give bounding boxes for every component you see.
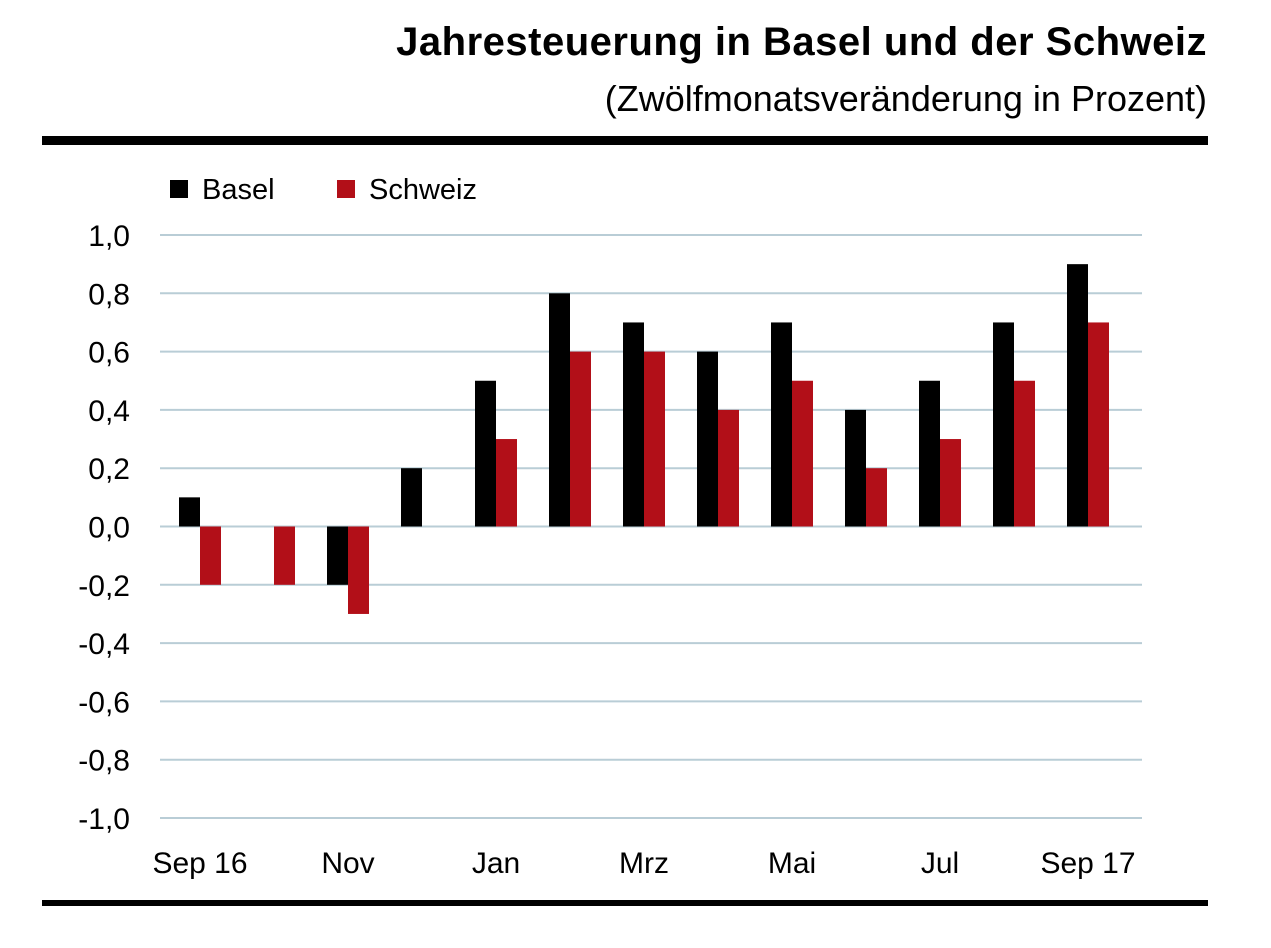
x-tick-label: Jan: [472, 847, 520, 880]
x-tick-label: Sep 16: [152, 847, 247, 880]
x-axis-ticks: Sep 16 Nov Jan Mrz Mai Jul Sep 17: [152, 847, 1135, 880]
y-axis-ticks: 1,0 0,8 0,6 0,4 0,2 0,0 -0,2 -0,4 -0,6 -0,8 -1,0: [78, 220, 130, 836]
bar-schweiz-5: [570, 351, 591, 527]
y-tick-label: 0,4: [88, 395, 130, 428]
bar-schweiz-2: [348, 526, 369, 614]
bar-basel-3: [401, 468, 422, 527]
bar-basel-2: [327, 526, 348, 585]
bottom-rule: [42, 900, 1208, 906]
bar-basel-11: [993, 322, 1014, 527]
y-tick-label: -0,2: [78, 570, 130, 603]
y-tick-label: -1,0: [78, 803, 130, 836]
chart-title: Jahresteuerung in Basel und der Schweiz: [396, 20, 1207, 64]
y-tick-label: 0,8: [88, 278, 130, 311]
bar-basel-12: [1067, 264, 1088, 527]
bar-schweiz-8: [792, 380, 813, 527]
y-tick-label: -0,8: [78, 745, 130, 778]
bar-basel-6: [623, 322, 644, 527]
legend-label-schweiz: Schweiz: [369, 174, 477, 206]
bar-schweiz-6: [644, 351, 665, 527]
y-tick-label: 0,2: [88, 453, 130, 486]
bars: [179, 264, 1109, 614]
bar-basel-5: [549, 293, 570, 527]
bar-schweiz-0: [200, 526, 221, 585]
bar-schweiz-1: [274, 526, 295, 585]
bar-schweiz-9: [866, 468, 887, 527]
x-tick-label: Mrz: [619, 847, 669, 880]
x-tick-label: Nov: [321, 847, 374, 880]
y-tick-label: 1,0: [88, 220, 130, 253]
bar-basel-10: [919, 380, 940, 527]
bar-schweiz-12: [1088, 322, 1109, 527]
bar-schweiz-11: [1014, 380, 1035, 527]
bar-basel-8: [771, 322, 792, 527]
legend-label-basel: Basel: [202, 174, 275, 206]
top-rule: [42, 136, 1208, 145]
y-tick-label: -0,4: [78, 628, 130, 661]
bar-schweiz-10: [940, 439, 961, 527]
y-tick-label: 0,0: [88, 512, 130, 545]
legend: Basel Schweiz: [170, 174, 477, 206]
y-tick-label: 0,6: [88, 337, 130, 370]
x-tick-label: Sep 17: [1040, 847, 1135, 880]
bar-basel-9: [845, 409, 866, 527]
y-tick-label: -0,6: [78, 686, 130, 719]
legend-swatch-schweiz: [337, 180, 355, 198]
bar-basel-7: [697, 351, 718, 527]
bar-basel-4: [475, 380, 496, 527]
bar-schweiz-7: [718, 409, 739, 527]
x-tick-label: Jul: [921, 847, 959, 880]
x-tick-label: Mai: [768, 847, 816, 880]
chart-subtitle: (Zwölfmonatsveränderung in Prozent): [604, 78, 1207, 119]
bar-schweiz-4: [496, 439, 517, 527]
bar-basel-0: [179, 497, 200, 527]
legend-swatch-basel: [170, 180, 188, 198]
